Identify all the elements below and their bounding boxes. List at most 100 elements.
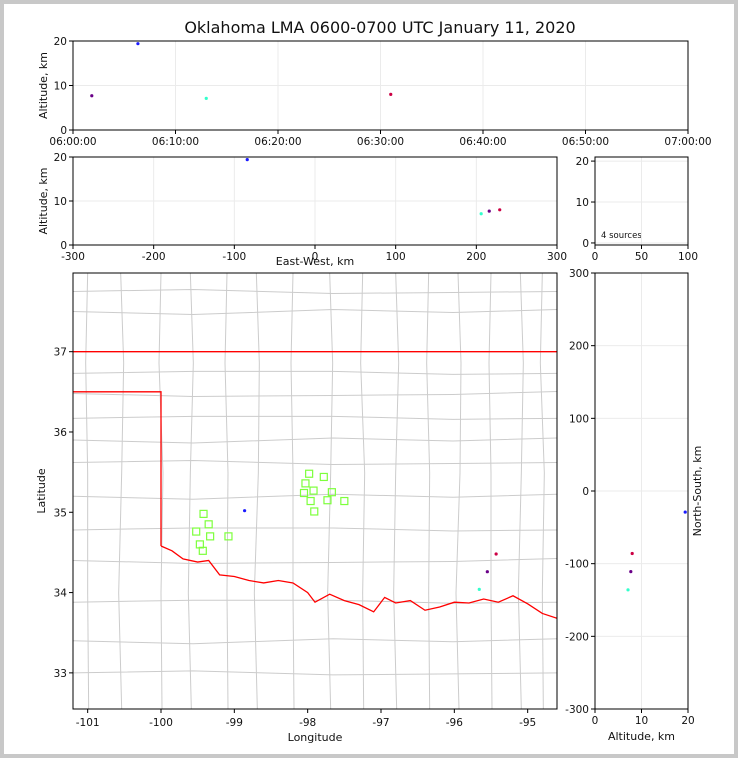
x-tick-label: -95 — [519, 717, 536, 729]
y-tick-label: 0 — [582, 238, 589, 250]
time-source-point — [389, 92, 393, 96]
county-line — [118, 273, 125, 709]
lma-station-marker — [305, 469, 314, 478]
county-line — [73, 370, 557, 375]
lma-station-marker — [198, 546, 207, 555]
y-tick-label: 36 — [54, 427, 68, 439]
x-tick-label: 200 — [466, 251, 486, 263]
sources-count-label: 4 sources — [601, 231, 642, 241]
map-source-point — [477, 587, 481, 591]
y-tick-label: 10 — [576, 197, 589, 209]
x-tick-label: -100 — [222, 251, 246, 263]
y-tick-label: 33 — [54, 668, 67, 680]
county-line — [73, 309, 557, 316]
county-line — [73, 557, 557, 564]
x-tick-label: 06:30:00 — [357, 136, 404, 148]
x-tick-label: 06:20:00 — [254, 136, 301, 148]
y-tick-label: 20 — [576, 156, 589, 168]
lma-station-marker — [309, 486, 318, 495]
lma-station-marker — [199, 509, 208, 518]
y-tick-label: 10 — [54, 81, 67, 93]
x-tick-label: 06:50:00 — [562, 136, 609, 148]
county-line — [73, 459, 557, 465]
county-line — [85, 273, 90, 709]
county-line — [290, 273, 295, 709]
lma-station-marker — [301, 479, 310, 488]
state-border-red-river — [160, 545, 557, 619]
altitude-histogram-panel: 4 sources 0 50 100 0 10 20 — [576, 156, 698, 263]
x-tick-label: 0 — [592, 251, 599, 263]
county-line — [73, 437, 557, 444]
x-tick-label: 0 — [312, 251, 319, 263]
ns-source-point — [629, 570, 633, 574]
county-line — [253, 273, 260, 709]
ew-source-point — [245, 158, 249, 162]
county-line — [517, 273, 524, 709]
map-layer — [73, 273, 557, 709]
axes-frame — [594, 156, 689, 246]
x-tick-label: -101 — [76, 717, 100, 729]
ew-source-point — [498, 208, 502, 212]
county-line — [73, 638, 557, 645]
county-line — [73, 288, 557, 294]
lma-station-marker — [299, 488, 309, 498]
axes-frame — [72, 40, 689, 131]
x-tick-label: -97 — [372, 717, 389, 729]
x-tick-label: 06:00:00 — [49, 136, 96, 148]
lma-station-marker — [340, 496, 349, 506]
county-line — [73, 415, 557, 420]
y-tick-label: 0 — [60, 240, 67, 252]
y-axis-label: Altitude, km — [37, 52, 50, 119]
lma-station-marker — [192, 527, 201, 536]
county-line — [73, 493, 557, 500]
northsouth-altitude-panel: 0 10 20 -300 -200 -100 0 100 200 300 Altitude, km N… — [565, 268, 704, 743]
county-line — [73, 527, 557, 532]
y-tick-label: 37 — [54, 347, 67, 359]
x-axis-label: Altitude, km — [608, 730, 675, 743]
x-tick-label: 06:40:00 — [459, 136, 506, 148]
y-tick-label: 200 — [569, 341, 589, 353]
figure-frame: Oklahoma LMA 0600-0700 UTC January 11, 2… — [4, 4, 734, 754]
lma-station-marker — [327, 488, 336, 497]
x-tick-label: 100 — [678, 251, 698, 263]
x-tick-label: -100 — [149, 717, 173, 729]
county-line — [327, 273, 334, 709]
lma-station-marker — [206, 532, 215, 541]
map-frame — [72, 272, 558, 710]
x-tick-label: 300 — [547, 251, 567, 263]
y-tick-label: 20 — [54, 152, 67, 164]
y-tick-label: -300 — [565, 704, 589, 716]
axes-frame — [72, 156, 558, 246]
lma-station-marker — [310, 507, 319, 516]
x-tick-label: 50 — [635, 251, 648, 263]
y-axis-label: Altitude, km — [37, 167, 50, 234]
y-tick-label: 0 — [60, 125, 67, 137]
altitude-eastwest-panel: -300 -200 -100 0 100 200 300 0 10 20 Altitude, km E… — [37, 152, 567, 268]
county-line — [393, 273, 400, 709]
x-tick-label: 06:10:00 — [152, 136, 199, 148]
y-tick-label: 34 — [54, 588, 68, 600]
lma-station-marker — [306, 496, 315, 506]
lma-figure: Oklahoma LMA 0600-0700 UTC January 11, 2… — [35, 18, 712, 744]
county-line — [224, 273, 229, 709]
x-axis-label: Longitude — [288, 731, 343, 744]
lma-station-marker — [323, 496, 332, 505]
ns-source-point — [626, 588, 630, 592]
y-axis-label: North-South, km — [691, 446, 704, 537]
map-source-point — [494, 552, 498, 556]
y-tick-label: 35 — [54, 507, 67, 519]
ew-source-point — [487, 209, 491, 213]
y-tick-label: 0 — [582, 486, 589, 498]
x-tick-label: 20 — [681, 715, 694, 727]
lma-station-marker — [319, 472, 328, 482]
y-axis-label: Latitude — [35, 468, 48, 514]
time-source-point — [204, 96, 208, 101]
ns-source-point — [683, 510, 687, 514]
ew-source-point — [479, 212, 483, 216]
y-tick-label: 20 — [54, 36, 67, 48]
county-line — [187, 273, 194, 709]
x-tick-label: -98 — [299, 717, 316, 729]
county-line — [426, 273, 431, 709]
x-tick-label: -96 — [446, 717, 463, 729]
figure-title: Oklahoma LMA 0600-0700 UTC January 11, 2… — [184, 18, 575, 37]
